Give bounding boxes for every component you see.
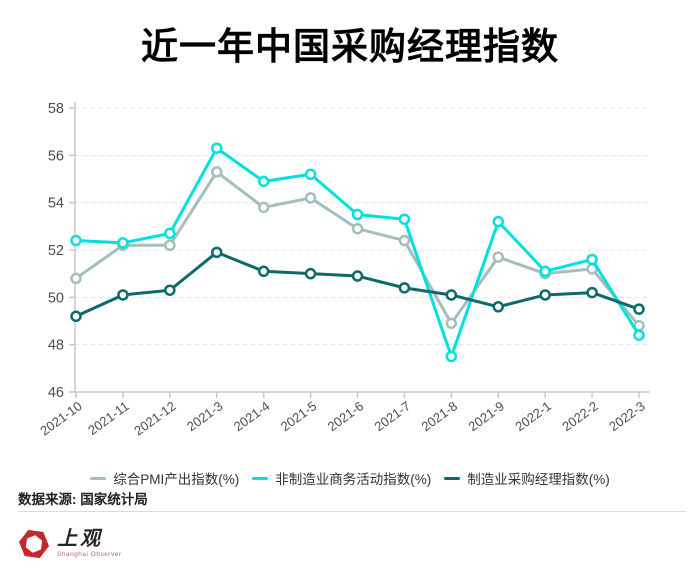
data-point bbox=[304, 192, 317, 204]
x-axis-ticks: 2021-10 2021-11 2021-12 2021-3 2021-4 2021-5 2… bbox=[37, 392, 648, 438]
data-point bbox=[211, 246, 223, 259]
data-point bbox=[539, 265, 551, 278]
data-point bbox=[445, 317, 458, 330]
legend-label: 非制造业商务活动指数(%) bbox=[275, 472, 432, 487]
y-tick-label: 52 bbox=[48, 243, 64, 259]
data-point bbox=[257, 265, 270, 278]
x-tick-label: 2021-12 bbox=[131, 398, 178, 438]
data-point bbox=[492, 301, 504, 313]
x-tick-label: 2021-9 bbox=[465, 398, 507, 434]
series-2 bbox=[70, 246, 645, 323]
data-point bbox=[398, 213, 411, 225]
legend-label: 综合PMI产出指数(%) bbox=[113, 472, 240, 487]
chart-legend: 综合PMI产出指数(%) 非制造业商务活动指数(%) 制造业采购经理指数(%) bbox=[0, 468, 700, 488]
data-point bbox=[351, 270, 364, 282]
data-point bbox=[398, 234, 411, 247]
x-tick-label: 2021-11 bbox=[85, 398, 132, 438]
data-point bbox=[211, 142, 223, 154]
data-point bbox=[70, 272, 82, 285]
data-point bbox=[586, 286, 598, 299]
data-point bbox=[539, 289, 551, 301]
legend-marker bbox=[444, 476, 461, 480]
data-point bbox=[445, 289, 458, 301]
x-tick-label: 2021-10 bbox=[37, 398, 84, 438]
y-tick-label: 54 bbox=[48, 196, 64, 212]
x-tick-label: 2021-4 bbox=[231, 398, 273, 434]
x-tick-label: 2021-8 bbox=[419, 398, 461, 434]
data-point bbox=[633, 303, 645, 315]
legend-item-0[interactable]: 综合PMI产出指数(%) bbox=[90, 468, 239, 488]
logo-name: 上观 bbox=[57, 528, 103, 550]
logo-text: 上观 Shanghai Observer bbox=[57, 528, 122, 558]
series-1 bbox=[70, 142, 645, 363]
shanghai-observer-logo: 上观 Shanghai Observer bbox=[18, 527, 122, 561]
data-point bbox=[117, 289, 129, 301]
x-tick-label: 2022-3 bbox=[606, 398, 648, 434]
legend-item-1[interactable]: 非制造业商务活动指数(%) bbox=[252, 468, 431, 488]
data-point bbox=[492, 251, 504, 263]
data-point bbox=[445, 350, 458, 363]
data-point bbox=[351, 222, 364, 235]
x-tick-label: 2021-5 bbox=[278, 398, 320, 434]
data-point bbox=[257, 201, 270, 214]
axes bbox=[74, 102, 650, 393]
logo-hexagon-icon bbox=[18, 529, 50, 559]
y-axis-ticks: 46 48 50 52 54 56 58 bbox=[48, 101, 75, 401]
data-point bbox=[304, 168, 317, 181]
y-tick-label: 48 bbox=[48, 338, 64, 354]
y-tick-label: 58 bbox=[48, 101, 64, 117]
data-point bbox=[398, 282, 411, 294]
data-point bbox=[70, 310, 82, 323]
legend-marker bbox=[90, 476, 107, 480]
series-line-2 bbox=[74, 250, 641, 318]
data-source-label: 数据来源: 国家统计局 bbox=[18, 492, 148, 507]
y-tick-label: 46 bbox=[48, 385, 64, 401]
data-point bbox=[304, 267, 317, 280]
data-point bbox=[211, 166, 223, 178]
x-tick-label: 2021-3 bbox=[184, 398, 226, 434]
y-tick-label: 50 bbox=[48, 290, 64, 306]
series-line-0 bbox=[74, 170, 641, 328]
y-tick-label: 56 bbox=[48, 148, 64, 164]
x-tick-label: 2022-1 bbox=[512, 398, 554, 434]
data-point bbox=[492, 215, 504, 228]
x-tick-label: 2022-2 bbox=[559, 398, 601, 434]
data-point bbox=[164, 284, 176, 296]
data-point bbox=[164, 239, 176, 252]
legend-marker bbox=[252, 476, 269, 480]
data-point bbox=[117, 237, 129, 249]
data-point bbox=[70, 234, 82, 247]
data-point bbox=[633, 329, 645, 341]
data-point bbox=[586, 253, 598, 266]
legend-item-2[interactable]: 制造业采购经理指数(%) bbox=[444, 468, 610, 488]
legend-label: 制造业采购经理指数(%) bbox=[467, 472, 610, 487]
data-point bbox=[164, 227, 176, 240]
chart-title: 近一年中国采购经理指数 bbox=[141, 26, 559, 67]
data-point bbox=[351, 208, 364, 221]
series-line-1 bbox=[74, 146, 641, 358]
data-point bbox=[257, 175, 270, 188]
x-tick-label: 2021-7 bbox=[372, 398, 414, 434]
series-0 bbox=[70, 166, 645, 332]
logo-subtitle: Shanghai Observer bbox=[57, 551, 122, 558]
x-tick-label: 2021-6 bbox=[325, 398, 367, 434]
footer-divider bbox=[18, 511, 686, 512]
